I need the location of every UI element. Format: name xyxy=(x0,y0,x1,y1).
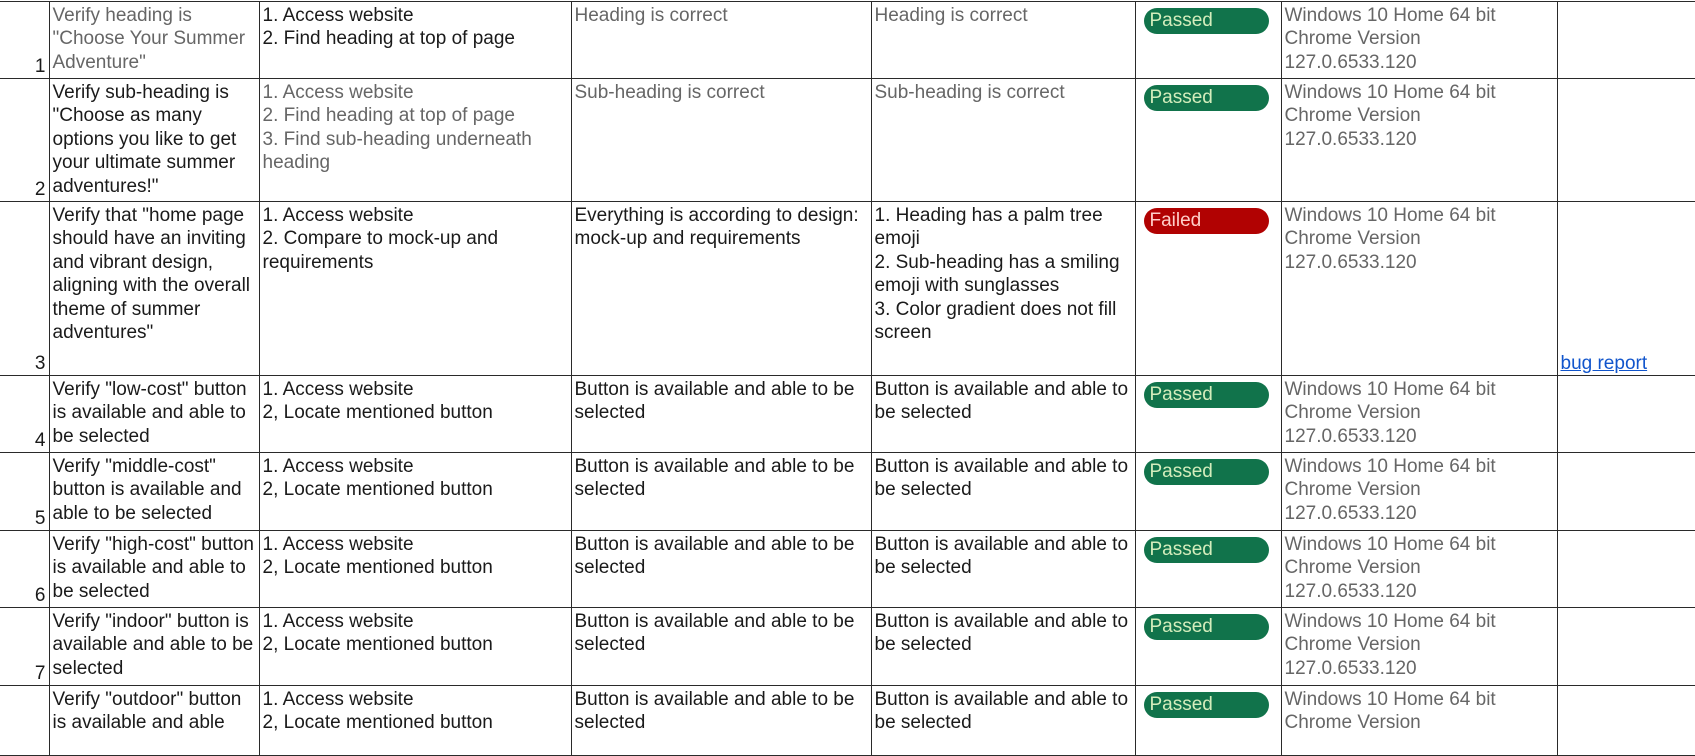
link-cell[interactable] xyxy=(1556,530,1695,608)
steps-cell[interactable]: 1. Access website 2, Locate mentioned bu… xyxy=(258,607,572,686)
status-cell[interactable]: Passed xyxy=(1134,530,1282,608)
table-row: 7 Verify "indoor" button is available and… xyxy=(0,607,1695,686)
link-cell[interactable] xyxy=(1556,1,1695,79)
steps-cell[interactable]: 1. Access website 2. Find heading at top… xyxy=(258,78,572,202)
status-badge[interactable]: Passed xyxy=(1143,8,1269,34)
actual-result-cell[interactable]: Sub-heading is correct xyxy=(870,78,1136,202)
table-row: 4 Verify "low-cost" button is available a… xyxy=(0,375,1695,453)
steps-cell[interactable]: 1. Access website 2, Locate mentioned bu… xyxy=(258,452,572,531)
status-badge[interactable]: Passed xyxy=(1143,614,1269,640)
environment-cell[interactable]: Windows 10 Home 64 bit Chrome Version 12… xyxy=(1280,1,1558,79)
table-row: 2 Verify sub-heading is "Choose as many o… xyxy=(0,78,1695,202)
expected-result-cell[interactable]: Button is available and able to be selec… xyxy=(570,375,872,453)
status-badge[interactable]: Passed xyxy=(1143,537,1269,563)
steps-cell[interactable]: 1. Access website 2. Find heading at top… xyxy=(258,1,572,79)
environment-cell[interactable]: Windows 10 Home 64 bit Chrome Version 12… xyxy=(1280,375,1558,453)
description-cell[interactable]: Verify heading is "Choose Your Summer Ad… xyxy=(48,1,260,79)
description-cell[interactable]: Verify "high-cost" button is available a… xyxy=(48,530,260,608)
environment-cell[interactable]: Windows 10 Home 64 bit Chrome Version 12… xyxy=(1280,452,1558,531)
row-number-cell[interactable]: 6 xyxy=(0,530,50,608)
environment-cell[interactable]: Windows 10 Home 64 bit Chrome Version 12… xyxy=(1280,530,1558,608)
description-cell[interactable]: Verify "middle-cost" button is available… xyxy=(48,452,260,531)
actual-result-cell[interactable]: Button is available and able to be selec… xyxy=(870,375,1136,453)
row-number-cell[interactable]: 2 xyxy=(0,78,50,202)
link-cell[interactable] xyxy=(1556,78,1695,202)
description-cell[interactable]: Verify "indoor" button is available and … xyxy=(48,607,260,686)
link-cell[interactable]: bug report xyxy=(1556,201,1695,376)
bug-report-link[interactable]: bug report xyxy=(1560,352,1648,374)
description-cell[interactable]: Verify sub-heading is "Choose as many op… xyxy=(48,78,260,202)
description-cell[interactable]: Verify that "home page should have an in… xyxy=(48,201,260,376)
status-badge[interactable]: Passed xyxy=(1143,382,1269,408)
expected-result-cell[interactable]: Button is available and able to be selec… xyxy=(570,685,872,756)
status-cell[interactable]: Passed xyxy=(1134,607,1282,686)
link-cell[interactable] xyxy=(1556,685,1695,756)
description-cell[interactable]: Verify "outdoor" button is available and… xyxy=(48,685,260,756)
environment-cell[interactable]: Windows 10 Home 64 bit Chrome Version 12… xyxy=(1280,78,1558,202)
row-number-cell[interactable]: 7 xyxy=(0,607,50,686)
expected-result-cell[interactable]: Button is available and able to be selec… xyxy=(570,607,872,686)
row-number-cell[interactable]: 3 xyxy=(0,201,50,376)
expected-result-cell[interactable]: Button is available and able to be selec… xyxy=(570,530,872,608)
row-number-cell[interactable]: 5 xyxy=(0,452,50,531)
expected-result-cell[interactable]: Heading is correct xyxy=(570,1,872,79)
expected-result-cell[interactable]: Sub-heading is correct xyxy=(570,78,872,202)
table-row: 6 Verify "high-cost" button is available … xyxy=(0,530,1695,608)
row-number-cell[interactable]: 4 xyxy=(0,375,50,453)
status-badge[interactable]: Failed xyxy=(1143,208,1269,234)
actual-result-cell[interactable]: Button is available and able to be selec… xyxy=(870,452,1136,531)
environment-cell[interactable]: Windows 10 Home 64 bit Chrome Version 12… xyxy=(1280,607,1558,686)
table-row: 5 Verify "middle-cost" button is availabl… xyxy=(0,452,1695,531)
status-cell[interactable]: Passed xyxy=(1134,452,1282,531)
status-cell[interactable]: Passed xyxy=(1134,78,1282,202)
expected-result-cell[interactable]: Button is available and able to be selec… xyxy=(570,452,872,531)
environment-cell[interactable]: Windows 10 Home 64 bit Chrome Version xyxy=(1280,685,1558,756)
steps-cell[interactable]: 1. Access website 2, Locate mentioned bu… xyxy=(258,375,572,453)
expected-result-cell[interactable]: Everything is according to design: mock-… xyxy=(570,201,872,376)
status-cell[interactable]: Passed xyxy=(1134,375,1282,453)
steps-cell[interactable]: 1. Access website 2, Locate mentioned bu… xyxy=(258,685,572,756)
row-number-cell[interactable]: 1 xyxy=(0,1,50,79)
link-cell[interactable] xyxy=(1556,607,1695,686)
row-number-cell[interactable] xyxy=(0,685,50,756)
status-cell[interactable]: Passed xyxy=(1134,1,1282,79)
table-row: 3 Verify that "home page should have an i… xyxy=(0,201,1695,376)
status-cell[interactable]: Failed xyxy=(1134,201,1282,376)
link-cell[interactable] xyxy=(1556,452,1695,531)
steps-cell[interactable]: 1. Access website 2, Locate mentioned bu… xyxy=(258,530,572,608)
status-badge[interactable]: Passed xyxy=(1143,459,1269,485)
table-row: Verify "outdoor" button is available and… xyxy=(0,685,1695,756)
actual-result-cell[interactable]: Heading is correct xyxy=(870,1,1136,79)
actual-result-cell[interactable]: Button is available and able to be selec… xyxy=(870,685,1136,756)
actual-result-cell[interactable]: Button is available and able to be selec… xyxy=(870,607,1136,686)
link-cell[interactable] xyxy=(1556,375,1695,453)
status-badge[interactable]: Passed xyxy=(1143,692,1269,718)
description-cell[interactable]: Verify "low-cost" button is available an… xyxy=(48,375,260,453)
status-cell[interactable]: Passed xyxy=(1134,685,1282,756)
actual-result-cell[interactable]: 1. Heading has a palm tree emoji 2. Sub-… xyxy=(870,201,1136,376)
actual-result-cell[interactable]: Button is available and able to be selec… xyxy=(870,530,1136,608)
table-row: 1 Verify heading is "Choose Your Summer A… xyxy=(0,1,1695,79)
steps-cell[interactable]: 1. Access website 2. Compare to mock-up … xyxy=(258,201,572,376)
environment-cell[interactable]: Windows 10 Home 64 bit Chrome Version 12… xyxy=(1280,201,1558,376)
status-badge[interactable]: Passed xyxy=(1143,85,1269,111)
